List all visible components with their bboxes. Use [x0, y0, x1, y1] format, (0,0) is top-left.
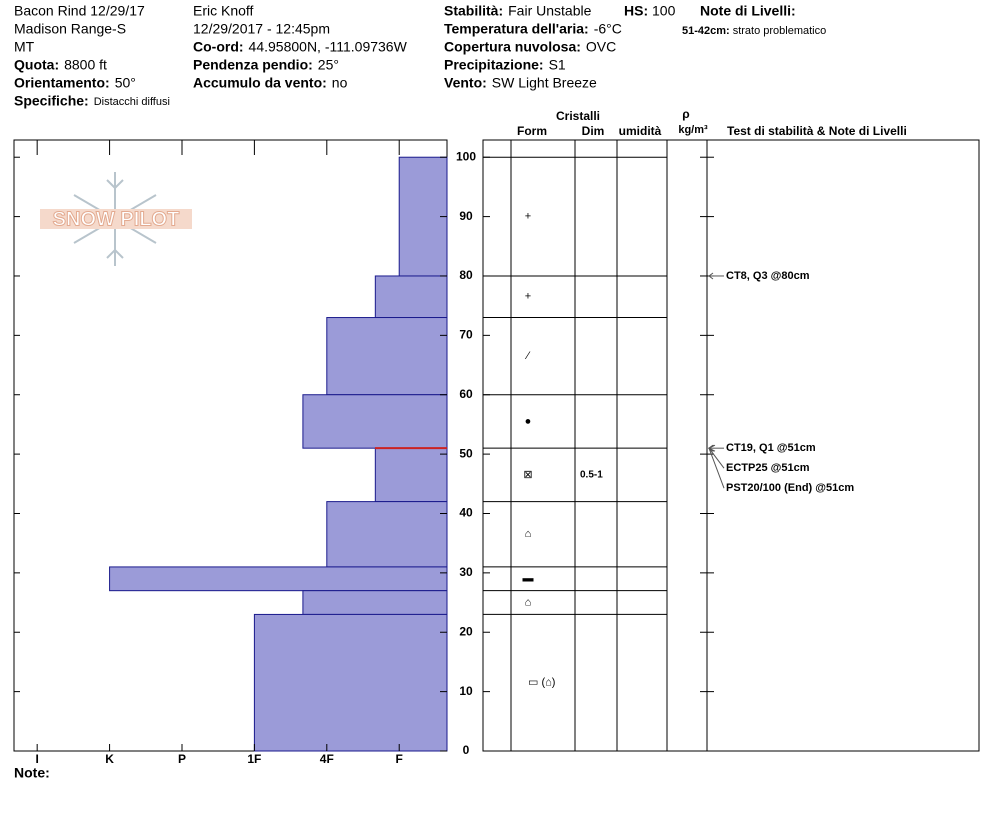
field-value: -6°C — [594, 21, 622, 37]
field-value: 25° — [318, 57, 339, 73]
hs-value: 100 — [652, 3, 676, 19]
field-label: Co-ord: — [193, 39, 244, 55]
field-value: Distacchi diffusi — [94, 96, 170, 108]
hardness-bar — [302, 394, 448, 449]
grain-form: ● — [525, 415, 532, 427]
logo-band — [40, 209, 192, 229]
layer-note-range: 51-42cm: — [682, 25, 730, 37]
note-label: Note: — [14, 765, 50, 781]
field-value: 8800 ft — [64, 57, 107, 73]
grain-form: ▬ — [523, 573, 534, 585]
hardness-bar — [398, 156, 448, 277]
x-tick-label: 4F — [320, 752, 334, 766]
grain-form: + — [525, 291, 531, 303]
x-tick-label: P — [178, 752, 186, 766]
observer: Eric Knoff — [193, 3, 254, 19]
field-label: Specifiche: — [14, 93, 89, 109]
test-arrow-head — [707, 444, 716, 452]
y-tick-label: 40 — [459, 506, 473, 520]
density-header: kg/m³ — [678, 124, 708, 136]
field-value: 44.95800N, -111.09736W — [249, 39, 408, 55]
test-text: CT19, Q1 @51cm — [726, 442, 816, 454]
tests-header: Test di stabilità & Note di Livelli — [727, 124, 907, 138]
y-tick-label: 60 — [459, 387, 473, 401]
state: MT — [14, 39, 35, 55]
field-label: Temperatura dell'aria: — [444, 21, 589, 37]
test-text: CT8, Q3 @80cm — [726, 270, 810, 282]
hs-label: HS: — [624, 3, 648, 19]
layer-note-text: strato problematico — [733, 25, 827, 37]
field-label: Vento: — [444, 75, 487, 91]
field-label: Orientamento: — [14, 75, 110, 91]
dim-header: Dim — [582, 124, 605, 138]
grain-size: 0.5-1 — [580, 470, 603, 481]
datetime: 12/29/2017 - 12:45pm — [193, 21, 330, 37]
grain-form: ⊠ — [523, 469, 532, 481]
field-label: Accumulo da vento: — [193, 75, 327, 91]
hardness-bar — [326, 501, 448, 568]
rho-header: ρ — [682, 107, 689, 121]
table-frame — [482, 139, 980, 752]
field-label: Stabilità: — [444, 3, 503, 19]
table-columns — [510, 140, 708, 751]
x-tick-label: 1F — [247, 752, 261, 766]
field-label: Copertura nuvolosa: — [444, 39, 581, 55]
grain-form: + — [525, 211, 531, 223]
x-tick-label: K — [105, 752, 114, 766]
hardness-bar — [374, 275, 448, 319]
y-tick-label: 0 — [463, 743, 470, 757]
x-tick-label: I — [35, 752, 38, 766]
test-text: PST20/100 (End) @51cm — [726, 482, 854, 494]
grain-form: ⁄ — [524, 350, 531, 362]
hardness-bar — [302, 590, 448, 615]
y-tick-label: 90 — [459, 209, 473, 223]
field-value: S1 — [549, 57, 566, 73]
x-tick-label: F — [396, 752, 403, 766]
grain-form: ⌂ — [525, 528, 532, 540]
crystals-header: Cristalli — [556, 109, 600, 123]
y-tick-label: 80 — [459, 268, 473, 282]
hardness-bar — [374, 447, 448, 503]
field-value: SW Light Breeze — [492, 75, 597, 91]
range: Madison Range-S — [14, 21, 126, 37]
y-tick-label: 50 — [459, 446, 473, 460]
hardness-bar — [326, 317, 448, 396]
y-tick-label: 100 — [456, 149, 476, 163]
grain-form: ⌂ — [525, 596, 532, 608]
test-arrow — [708, 447, 725, 489]
test-arrow — [708, 447, 725, 469]
test-arrow-head — [708, 272, 714, 280]
field-label: Precipitazione: — [444, 57, 544, 73]
hardness-bar — [253, 613, 448, 752]
logo-text: SNOW PILOT — [53, 208, 180, 230]
test-text: ECTP25 @51cm — [726, 462, 810, 474]
y-tick-label: 20 — [459, 624, 473, 638]
y-tick-label: 10 — [459, 684, 473, 698]
form-header: Form — [517, 124, 547, 138]
hardness-bar — [109, 566, 448, 592]
field-value: no — [332, 75, 348, 91]
y-tick-label: 70 — [459, 328, 473, 342]
field-label: Quota: — [14, 57, 59, 73]
field-label: Pendenza pendio: — [193, 57, 313, 73]
moisture-header: umidità — [619, 124, 662, 138]
field-value: 50° — [115, 75, 136, 91]
layer-notes-title: Note di Livelli: — [700, 3, 796, 19]
grain-form: ▭ (⌂) — [528, 677, 555, 689]
field-value: OVC — [586, 39, 616, 55]
field-value: Fair Unstable — [508, 3, 591, 19]
site: Bacon Rind 12/29/17 — [14, 3, 145, 19]
y-tick-label: 30 — [459, 565, 473, 579]
